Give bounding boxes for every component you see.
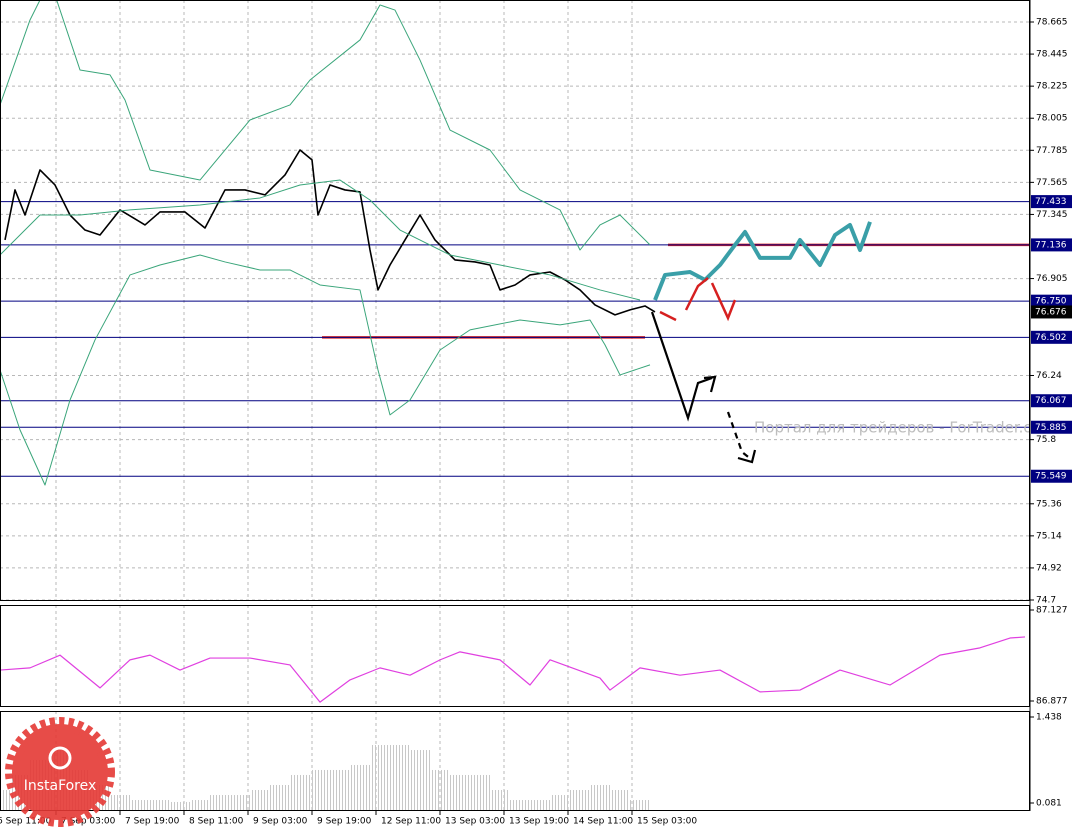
x-tick-label: 9 Sep 03:00 bbox=[253, 817, 308, 827]
bar bbox=[570, 790, 590, 811]
level-label: 76.502 bbox=[1035, 333, 1067, 343]
bar bbox=[210, 795, 230, 811]
y-tick-label: 78.445 bbox=[1036, 50, 1068, 60]
level-label: 76.750 bbox=[1035, 297, 1067, 307]
y-tick-label: 78.005 bbox=[1036, 114, 1068, 124]
y-tick-label: 78.225 bbox=[1036, 82, 1068, 92]
arrow bbox=[726, 411, 753, 461]
indicator-panel bbox=[0, 605, 1026, 707]
bar bbox=[330, 769, 350, 811]
y-tick-label: 76.905 bbox=[1036, 274, 1068, 284]
y-tick-label: 77.785 bbox=[1036, 146, 1068, 156]
level-label-box bbox=[1031, 330, 1072, 344]
level-label-box bbox=[1031, 420, 1072, 434]
bar bbox=[170, 801, 190, 811]
y-tick-label: 75.8 bbox=[1036, 435, 1056, 445]
bar bbox=[530, 800, 550, 811]
bar bbox=[230, 795, 250, 811]
bar bbox=[630, 800, 650, 811]
level-label-box bbox=[1031, 294, 1072, 308]
arrow-head bbox=[737, 449, 757, 464]
series-line bbox=[653, 221, 872, 301]
y-tick-label: 74.7 bbox=[1036, 596, 1056, 606]
bar bbox=[250, 790, 270, 811]
level-label-box bbox=[1031, 394, 1072, 408]
watermark: Портал для трейдеров - ForTrader.org bbox=[754, 419, 1048, 437]
level-label-box bbox=[1031, 305, 1072, 319]
bar bbox=[190, 800, 210, 811]
y-tick-label: 86.877 bbox=[1036, 697, 1068, 707]
bar bbox=[370, 745, 390, 811]
y-tick-label: 87.127 bbox=[1036, 606, 1068, 616]
level-label: 76.067 bbox=[1035, 396, 1067, 406]
bar bbox=[350, 764, 370, 811]
arrow bbox=[650, 311, 713, 422]
bar bbox=[470, 774, 490, 811]
level-label: 77.136 bbox=[1035, 240, 1067, 250]
series-line bbox=[0, 254, 651, 486]
bar bbox=[430, 769, 450, 811]
bar bbox=[510, 800, 530, 811]
level-label: 77.433 bbox=[1035, 197, 1067, 207]
x-tick-label: 7 Sep 03:00 bbox=[61, 817, 116, 827]
x-tick-label: 6 Sep 11:00 bbox=[0, 817, 52, 827]
bar bbox=[390, 745, 410, 811]
y-tick-label: 78.665 bbox=[1036, 18, 1068, 28]
level-label-box bbox=[1031, 469, 1072, 483]
x-tick-label: 13 Sep 03:00 bbox=[445, 817, 505, 827]
bar bbox=[130, 800, 150, 811]
x-tick-label: 9 Sep 19:00 bbox=[317, 817, 372, 827]
level-label: 75.885 bbox=[1035, 423, 1067, 433]
series-line bbox=[0, 636, 1026, 703]
logo-icon bbox=[48, 746, 72, 770]
arrow bbox=[710, 282, 737, 322]
arrow bbox=[684, 277, 709, 311]
y-tick-label: 76.24 bbox=[1036, 371, 1062, 381]
bar bbox=[310, 769, 330, 811]
x-tick-label: 8 Sep 11:00 bbox=[189, 817, 244, 827]
bar bbox=[110, 795, 130, 811]
y-tick-label: 75.36 bbox=[1036, 499, 1062, 509]
arrow-head bbox=[703, 375, 717, 393]
level-label: 75.549 bbox=[1035, 472, 1067, 482]
level-label-box bbox=[1031, 238, 1072, 252]
level-label-box bbox=[1031, 195, 1072, 209]
series-line bbox=[0, 0, 651, 251]
bar bbox=[0, 790, 10, 811]
logo-text: InstaForex bbox=[24, 778, 97, 794]
bar bbox=[290, 774, 310, 811]
x-tick-label: 14 Sep 11:00 bbox=[573, 817, 633, 827]
x-tick-label: 12 Sep 11:00 bbox=[381, 817, 441, 827]
x-tick-label: 15 Sep 03:00 bbox=[637, 817, 697, 827]
bar bbox=[610, 790, 630, 811]
bar bbox=[450, 774, 470, 811]
bar bbox=[550, 795, 570, 811]
x-tick-label: 7 Sep 19:00 bbox=[125, 817, 180, 827]
arrow bbox=[659, 310, 677, 322]
y-tick-label: 74.92 bbox=[1036, 563, 1062, 573]
bar bbox=[410, 750, 430, 811]
bar bbox=[490, 790, 510, 811]
series-line bbox=[4, 149, 656, 316]
bar bbox=[270, 785, 290, 811]
y-tick-label: 77.345 bbox=[1036, 210, 1068, 220]
y-tick-label: 77.565 bbox=[1036, 178, 1068, 188]
series-line bbox=[0, 179, 641, 301]
y-tick-label: 0.081 bbox=[1036, 799, 1062, 809]
bar bbox=[150, 800, 170, 811]
y-tick-label: 1.438 bbox=[1036, 713, 1062, 723]
logo: InstaForex bbox=[5, 717, 115, 827]
x-tick-label: 13 Sep 19:00 bbox=[509, 817, 569, 827]
logo-gear bbox=[5, 717, 115, 827]
y-tick-label: 75.14 bbox=[1036, 531, 1062, 541]
level-label: 76.676 bbox=[1035, 307, 1067, 317]
bar bbox=[590, 785, 610, 811]
forecast-arrows bbox=[650, 277, 757, 464]
